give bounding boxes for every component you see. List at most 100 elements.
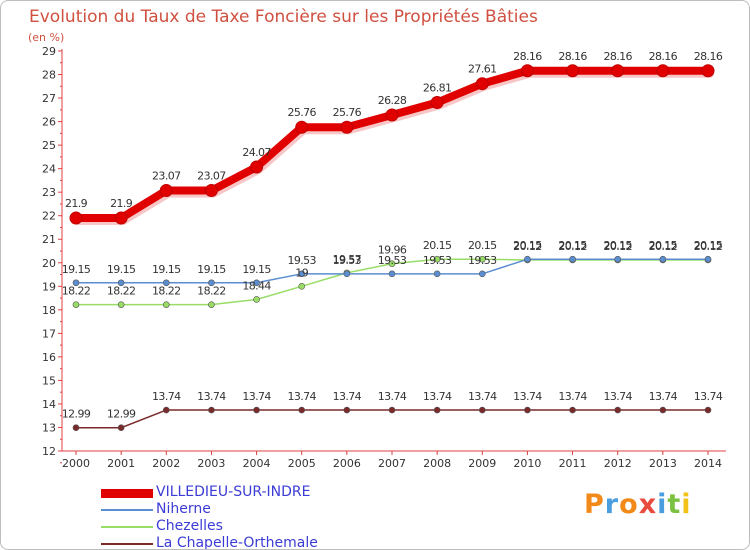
x-tick-label: 2000 (62, 457, 90, 470)
data-label: 13.74 (333, 390, 362, 403)
data-label: 13.74 (197, 390, 226, 403)
data-label: 19.53 (333, 254, 362, 267)
data-label: 19.15 (107, 263, 136, 276)
data-label: 23.07 (197, 170, 226, 183)
data-label: 20.15 (513, 239, 542, 252)
data-point (298, 270, 306, 278)
data-label: 13.74 (468, 390, 497, 403)
data-label: 19.15 (152, 263, 181, 276)
data-label: 28.16 (558, 50, 587, 63)
y-tick-label: 19 (42, 280, 56, 293)
logo-letter: o (619, 489, 639, 520)
data-label: 13.74 (242, 390, 271, 403)
data-label: 13.74 (558, 390, 587, 403)
y-tick-label: 27 (42, 92, 56, 105)
data-point (433, 406, 441, 414)
y-tick-label: 21 (42, 233, 56, 246)
logo-letter: P (584, 489, 605, 520)
x-tick-label: 2008 (423, 457, 451, 470)
data-point (114, 211, 128, 225)
x-tick-label: 2006 (333, 457, 361, 470)
data-label: 24.07 (242, 146, 271, 159)
data-label: 18.22 (62, 285, 91, 298)
legend-swatch (101, 543, 153, 545)
x-tick-label: 2012 (604, 457, 632, 470)
logo-letter: t (667, 489, 682, 520)
x-tick-label: 2014 (694, 457, 722, 470)
data-point (524, 255, 531, 263)
data-label: 18.22 (197, 285, 226, 298)
y-tick-label: 26 (42, 116, 56, 129)
data-label: 28.16 (513, 50, 542, 63)
x-tick-label: 2003 (197, 457, 225, 470)
data-label: 19.15 (62, 263, 91, 276)
data-label: 13.74 (423, 390, 452, 403)
legend-swatch (101, 488, 153, 498)
data-point (253, 296, 260, 303)
legend-label: Chezelles (156, 518, 223, 534)
data-point (208, 279, 215, 287)
data-point (117, 301, 125, 308)
logo-letter: x (638, 489, 658, 520)
legend-label: VILLEDIEU-SUR-INDRE (156, 484, 311, 500)
data-label: 20.15 (649, 239, 678, 252)
data-point (614, 406, 622, 414)
data-point (117, 424, 125, 432)
data-label: 20.15 (694, 239, 723, 252)
data-label: 12.99 (62, 408, 91, 421)
y-tick-label: 29 (42, 45, 56, 58)
y-tick-label: 13 (42, 421, 56, 434)
data-point (704, 255, 712, 263)
data-label: 20.15 (423, 239, 452, 252)
data-label: 19.96 (378, 244, 407, 257)
x-tick-label: 2007 (378, 457, 406, 470)
data-point (162, 406, 170, 414)
data-label: 28.16 (649, 50, 678, 63)
data-label: 18.22 (107, 285, 136, 298)
data-point (162, 301, 170, 308)
data-point (704, 406, 712, 414)
data-point (478, 406, 486, 414)
data-point (343, 270, 351, 278)
data-label: 25.76 (287, 106, 316, 119)
x-tick-label: 2004 (243, 457, 271, 470)
data-label: 23.07 (152, 170, 181, 183)
logo-letter: r (604, 489, 620, 520)
data-point (433, 255, 441, 263)
data-point (478, 270, 486, 278)
data-point (388, 406, 396, 414)
x-tick-label: 2001 (107, 457, 135, 470)
y-tick-label: 25 (42, 139, 56, 152)
data-label: 19.53 (423, 254, 452, 267)
x-tick-label: 2011 (559, 457, 587, 470)
x-tick-label: 2009 (468, 457, 496, 470)
legend-label: La Chapelle-Orthemale (156, 535, 318, 550)
data-label: 19.15 (242, 263, 271, 276)
data-point (569, 255, 576, 263)
data-label: 28.16 (603, 50, 632, 63)
data-label: 20.15 (603, 239, 632, 252)
data-label: 18.22 (152, 285, 181, 298)
data-label: 19.15 (197, 263, 226, 276)
data-point (656, 64, 670, 78)
data-label: 20.12 (513, 240, 542, 253)
legend-swatch (101, 526, 153, 528)
data-label: 13.74 (649, 390, 678, 403)
data-point (250, 160, 264, 174)
y-tick-label: 15 (42, 374, 56, 387)
data-label: 28.16 (694, 50, 723, 63)
data-point (253, 406, 260, 414)
data-point (204, 184, 218, 198)
data-label: 13.74 (694, 390, 723, 403)
chart-title: Evolution du Taux de Taxe Foncière sur l… (29, 7, 538, 27)
proxiti-logo: Proxiti (584, 489, 692, 520)
y-tick-label: 23 (42, 186, 56, 199)
data-label: 18.44 (242, 279, 271, 292)
logo-letter: i (681, 489, 692, 520)
x-tick-label: 2002 (152, 457, 180, 470)
data-point (72, 279, 80, 287)
data-label: 26.81 (423, 82, 452, 95)
data-point (69, 211, 83, 225)
chart-subtitle: (en %) (28, 31, 65, 44)
data-point (343, 406, 351, 414)
